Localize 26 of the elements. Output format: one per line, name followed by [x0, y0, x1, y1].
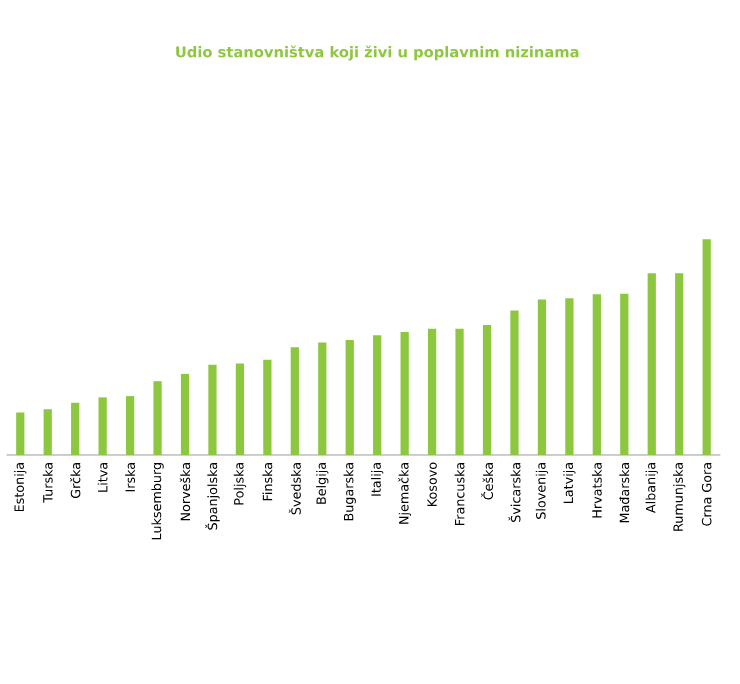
bar	[125, 395, 135, 455]
bar	[675, 273, 684, 455]
bar	[180, 373, 190, 455]
bar	[565, 297, 574, 455]
bar	[235, 363, 245, 455]
bar	[345, 339, 354, 455]
bar	[318, 342, 327, 455]
bar	[208, 364, 217, 455]
bar	[153, 380, 162, 455]
bar	[510, 310, 519, 455]
bar	[290, 346, 299, 455]
bar	[427, 328, 437, 455]
bar	[647, 273, 656, 455]
bar	[71, 402, 80, 455]
bar	[702, 239, 711, 455]
bar	[263, 359, 272, 455]
bar	[537, 299, 547, 455]
bar	[16, 412, 25, 455]
bar	[592, 294, 601, 455]
bar	[373, 335, 382, 455]
bar	[620, 293, 629, 455]
bar	[98, 397, 107, 455]
bar	[455, 328, 464, 455]
bar	[43, 409, 52, 455]
bar	[482, 324, 492, 455]
bar	[400, 331, 409, 455]
